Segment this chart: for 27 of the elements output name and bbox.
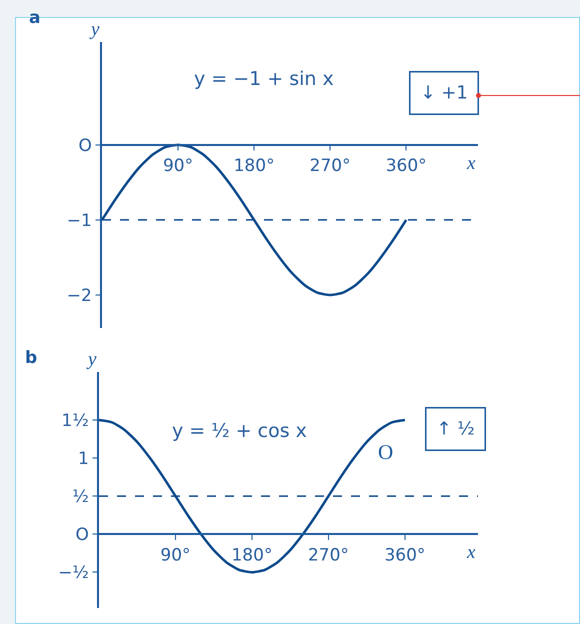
x-tick-label: 360° xyxy=(386,156,427,176)
x-tick-label: 90° xyxy=(160,545,191,566)
x-tick-label: 180° xyxy=(231,545,272,566)
y-tick-label: −½ xyxy=(58,563,89,584)
y-tick-label: −2 xyxy=(66,286,92,306)
x-tick-label: 180° xyxy=(234,156,275,176)
x-tick-label: 360° xyxy=(384,545,426,566)
y-tick-label: O xyxy=(78,136,92,156)
annotation: O xyxy=(378,440,394,464)
x-tick-label: 90° xyxy=(162,156,194,176)
annotation: y = ½ + cos x xyxy=(172,420,307,442)
y-tick-label: ½ xyxy=(72,487,89,508)
y-axis-title: y xyxy=(86,349,97,370)
chart-title: b xyxy=(25,348,38,368)
y-tick-label: 1½ xyxy=(62,410,89,431)
x-axis-title: x xyxy=(466,542,476,563)
y-axis-title: y xyxy=(89,19,100,40)
y-tick-label: −1 xyxy=(66,210,92,231)
chart-title: a xyxy=(29,8,40,28)
x-tick-label: 270° xyxy=(308,545,349,566)
annotation: y = −1 + sin x xyxy=(194,68,334,90)
x-axis-title: x xyxy=(466,153,476,174)
annotation: ↑ ½ xyxy=(436,418,475,440)
y-tick-label: 1 xyxy=(78,448,89,469)
y-tick-label: O xyxy=(75,525,89,546)
annotation: ↓ +1 xyxy=(420,82,468,104)
x-tick-label: 270° xyxy=(310,156,351,176)
